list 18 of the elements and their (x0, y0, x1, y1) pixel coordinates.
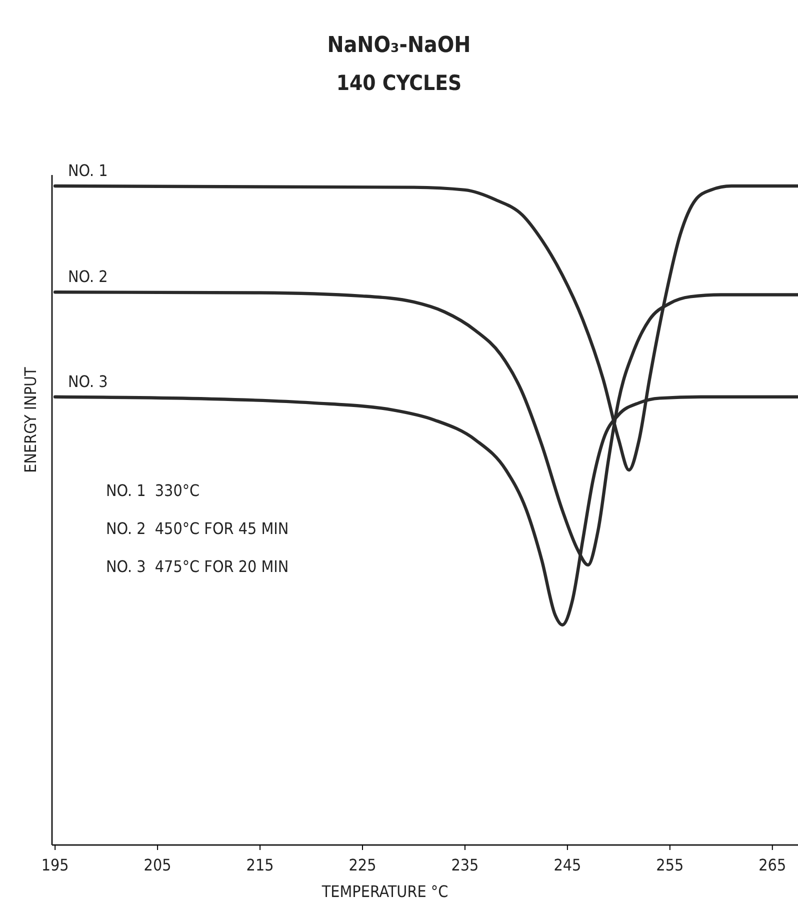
x-tick-label: 205 (144, 856, 172, 875)
annotation: NO. 3 475°C FOR 20 MIN (106, 557, 289, 576)
chart-title: NaNO₃-NaOH (327, 33, 471, 58)
series-label: NO. 1 (68, 161, 108, 180)
annotation: NO. 2 450°C FOR 45 MIN (106, 519, 289, 538)
x-tick-label: 225 (348, 856, 376, 875)
x-tick-label: 255 (656, 856, 684, 875)
chart-subtitle: 140 CYCLES (336, 71, 462, 95)
x-tick-label: 245 (554, 856, 582, 875)
annotation: NO. 1 330°C (106, 481, 200, 500)
x-tick-label: 215 (246, 856, 274, 875)
series-label: NO. 2 (68, 267, 108, 286)
x-tick-label: 235 (451, 856, 479, 875)
y-axis-title: ENERGY INPUT (21, 366, 40, 473)
x-tick-label: 265 (758, 856, 786, 875)
x-tick-label: 195 (41, 856, 69, 875)
x-axis-title: TEMPERATURE °C (320, 882, 448, 901)
series-label: NO. 3 (68, 372, 108, 391)
